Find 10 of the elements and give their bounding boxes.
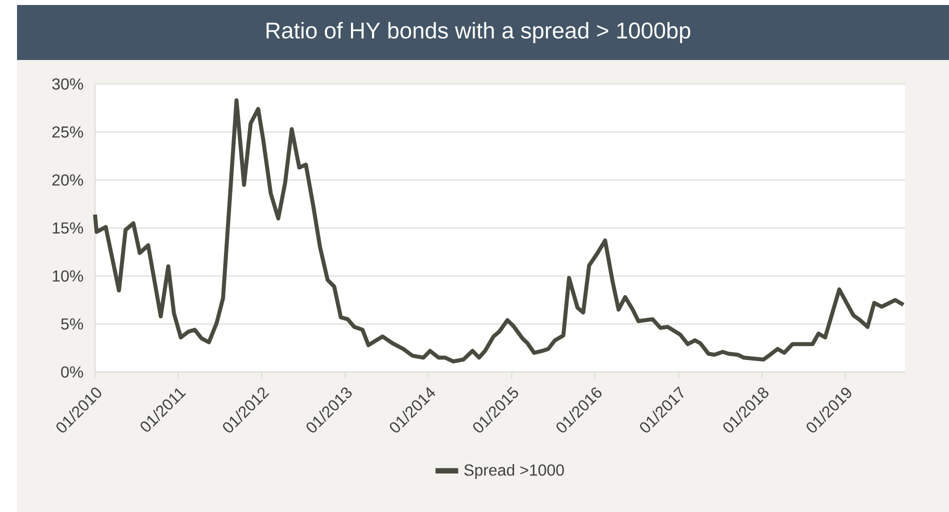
y-tick-label: 0% (61, 366, 84, 378)
y-tick-label: 30% (52, 78, 84, 90)
legend-label: Spread >1000 (464, 464, 564, 479)
y-tick-label: 10% (52, 270, 84, 282)
line-series (93, 98, 906, 364)
y-tick-label: 5% (61, 318, 84, 330)
y-tick-label: 25% (52, 126, 84, 138)
chart-title: Ratio of HY bonds with a spread > 1000bp (266, 22, 690, 44)
y-tick-label: 15% (52, 222, 84, 234)
y-tick-label: 20% (52, 174, 84, 186)
